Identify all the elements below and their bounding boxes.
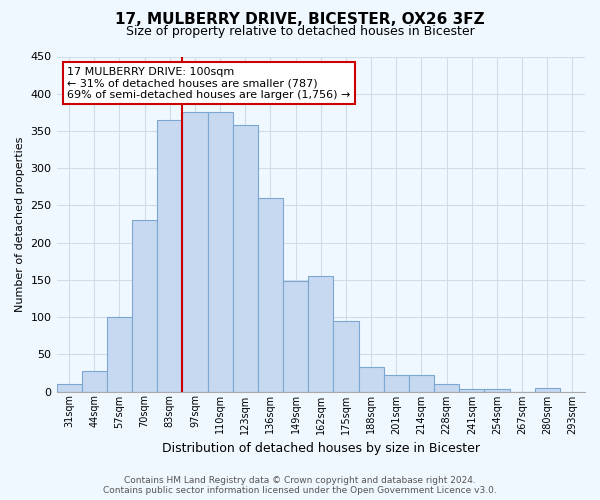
Text: 17, MULBERRY DRIVE, BICESTER, OX26 3FZ: 17, MULBERRY DRIVE, BICESTER, OX26 3FZ — [115, 12, 485, 28]
Bar — [359, 367, 383, 392]
Bar — [535, 388, 560, 392]
Bar — [107, 317, 132, 392]
Bar — [283, 282, 308, 392]
Text: Size of property relative to detached houses in Bicester: Size of property relative to detached ho… — [125, 25, 475, 38]
Bar — [409, 375, 434, 392]
Bar — [383, 375, 409, 392]
Bar — [82, 370, 107, 392]
Bar — [132, 220, 157, 392]
X-axis label: Distribution of detached houses by size in Bicester: Distribution of detached houses by size … — [162, 442, 480, 455]
Bar — [182, 112, 208, 392]
Bar — [334, 321, 359, 392]
Bar — [434, 384, 459, 392]
Text: 17 MULBERRY DRIVE: 100sqm
← 31% of detached houses are smaller (787)
69% of semi: 17 MULBERRY DRIVE: 100sqm ← 31% of detac… — [67, 66, 350, 100]
Bar — [233, 125, 258, 392]
Bar — [157, 120, 182, 392]
Bar — [459, 390, 484, 392]
Bar — [484, 390, 509, 392]
Y-axis label: Number of detached properties: Number of detached properties — [15, 136, 25, 312]
Text: Contains HM Land Registry data © Crown copyright and database right 2024.
Contai: Contains HM Land Registry data © Crown c… — [103, 476, 497, 495]
Bar — [56, 384, 82, 392]
Bar — [208, 112, 233, 392]
Bar — [308, 276, 334, 392]
Bar — [258, 198, 283, 392]
